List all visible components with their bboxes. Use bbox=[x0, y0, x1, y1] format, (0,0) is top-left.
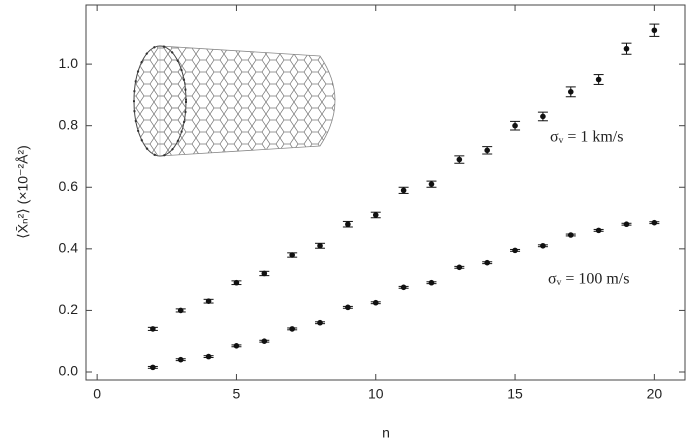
data-point bbox=[317, 242, 323, 249]
y-tick-label: 0.8 bbox=[59, 116, 79, 132]
data-point bbox=[540, 242, 546, 249]
data-point bbox=[317, 319, 323, 326]
data-point bbox=[567, 232, 574, 238]
data-point bbox=[484, 259, 490, 266]
data-point bbox=[623, 221, 630, 228]
data-point bbox=[484, 147, 490, 154]
data-point bbox=[289, 252, 295, 258]
data-point bbox=[540, 113, 546, 120]
data-point bbox=[372, 212, 379, 218]
data-point bbox=[400, 284, 407, 291]
data-point bbox=[345, 221, 351, 228]
x-tick-label: 20 bbox=[647, 386, 663, 402]
x-tick-label: 15 bbox=[507, 386, 523, 402]
y-axis-label: ⟨X̄ₙ²⟩ (×10⁻²Å²) bbox=[15, 145, 31, 239]
data-point bbox=[150, 364, 156, 371]
data-point bbox=[261, 338, 268, 345]
y-tick-label: 1.0 bbox=[59, 55, 79, 71]
data-point bbox=[233, 343, 240, 349]
data-point bbox=[400, 187, 407, 194]
data-point bbox=[456, 264, 463, 271]
data-point bbox=[372, 299, 379, 306]
data-point bbox=[595, 227, 602, 234]
x-axis-label: n bbox=[382, 425, 390, 441]
data-point bbox=[623, 45, 630, 52]
x-tick-label: 5 bbox=[233, 386, 241, 402]
data-point bbox=[345, 304, 351, 311]
y-tick-label: 0.4 bbox=[59, 240, 79, 256]
data-point bbox=[177, 356, 184, 363]
x-tick-label: 0 bbox=[93, 386, 101, 402]
data-point bbox=[177, 307, 184, 314]
nanotube-illustration bbox=[133, 45, 336, 157]
data-point bbox=[428, 279, 435, 286]
data-point bbox=[428, 181, 435, 187]
data-point bbox=[150, 326, 156, 332]
data-point bbox=[289, 326, 295, 332]
data-point bbox=[205, 298, 212, 304]
data-point bbox=[233, 279, 240, 286]
annotation: σᵥ = 100 m/s bbox=[548, 271, 629, 288]
data-point bbox=[595, 76, 602, 83]
y-tick-label: 0.0 bbox=[59, 363, 79, 379]
annotation: σᵥ = 1 km/s bbox=[550, 129, 623, 146]
data-point bbox=[651, 219, 658, 226]
data-point bbox=[456, 156, 463, 163]
y-tick-label: 0.2 bbox=[59, 301, 79, 317]
plot-frame bbox=[85, 4, 686, 381]
x-tick-label: 10 bbox=[368, 386, 384, 402]
data-point bbox=[512, 122, 518, 129]
data-point bbox=[567, 89, 574, 95]
y-tick-label: 0.6 bbox=[59, 178, 79, 194]
data-point bbox=[205, 353, 212, 360]
data-point bbox=[651, 27, 658, 34]
data-point bbox=[512, 247, 518, 254]
data-point bbox=[261, 270, 268, 277]
